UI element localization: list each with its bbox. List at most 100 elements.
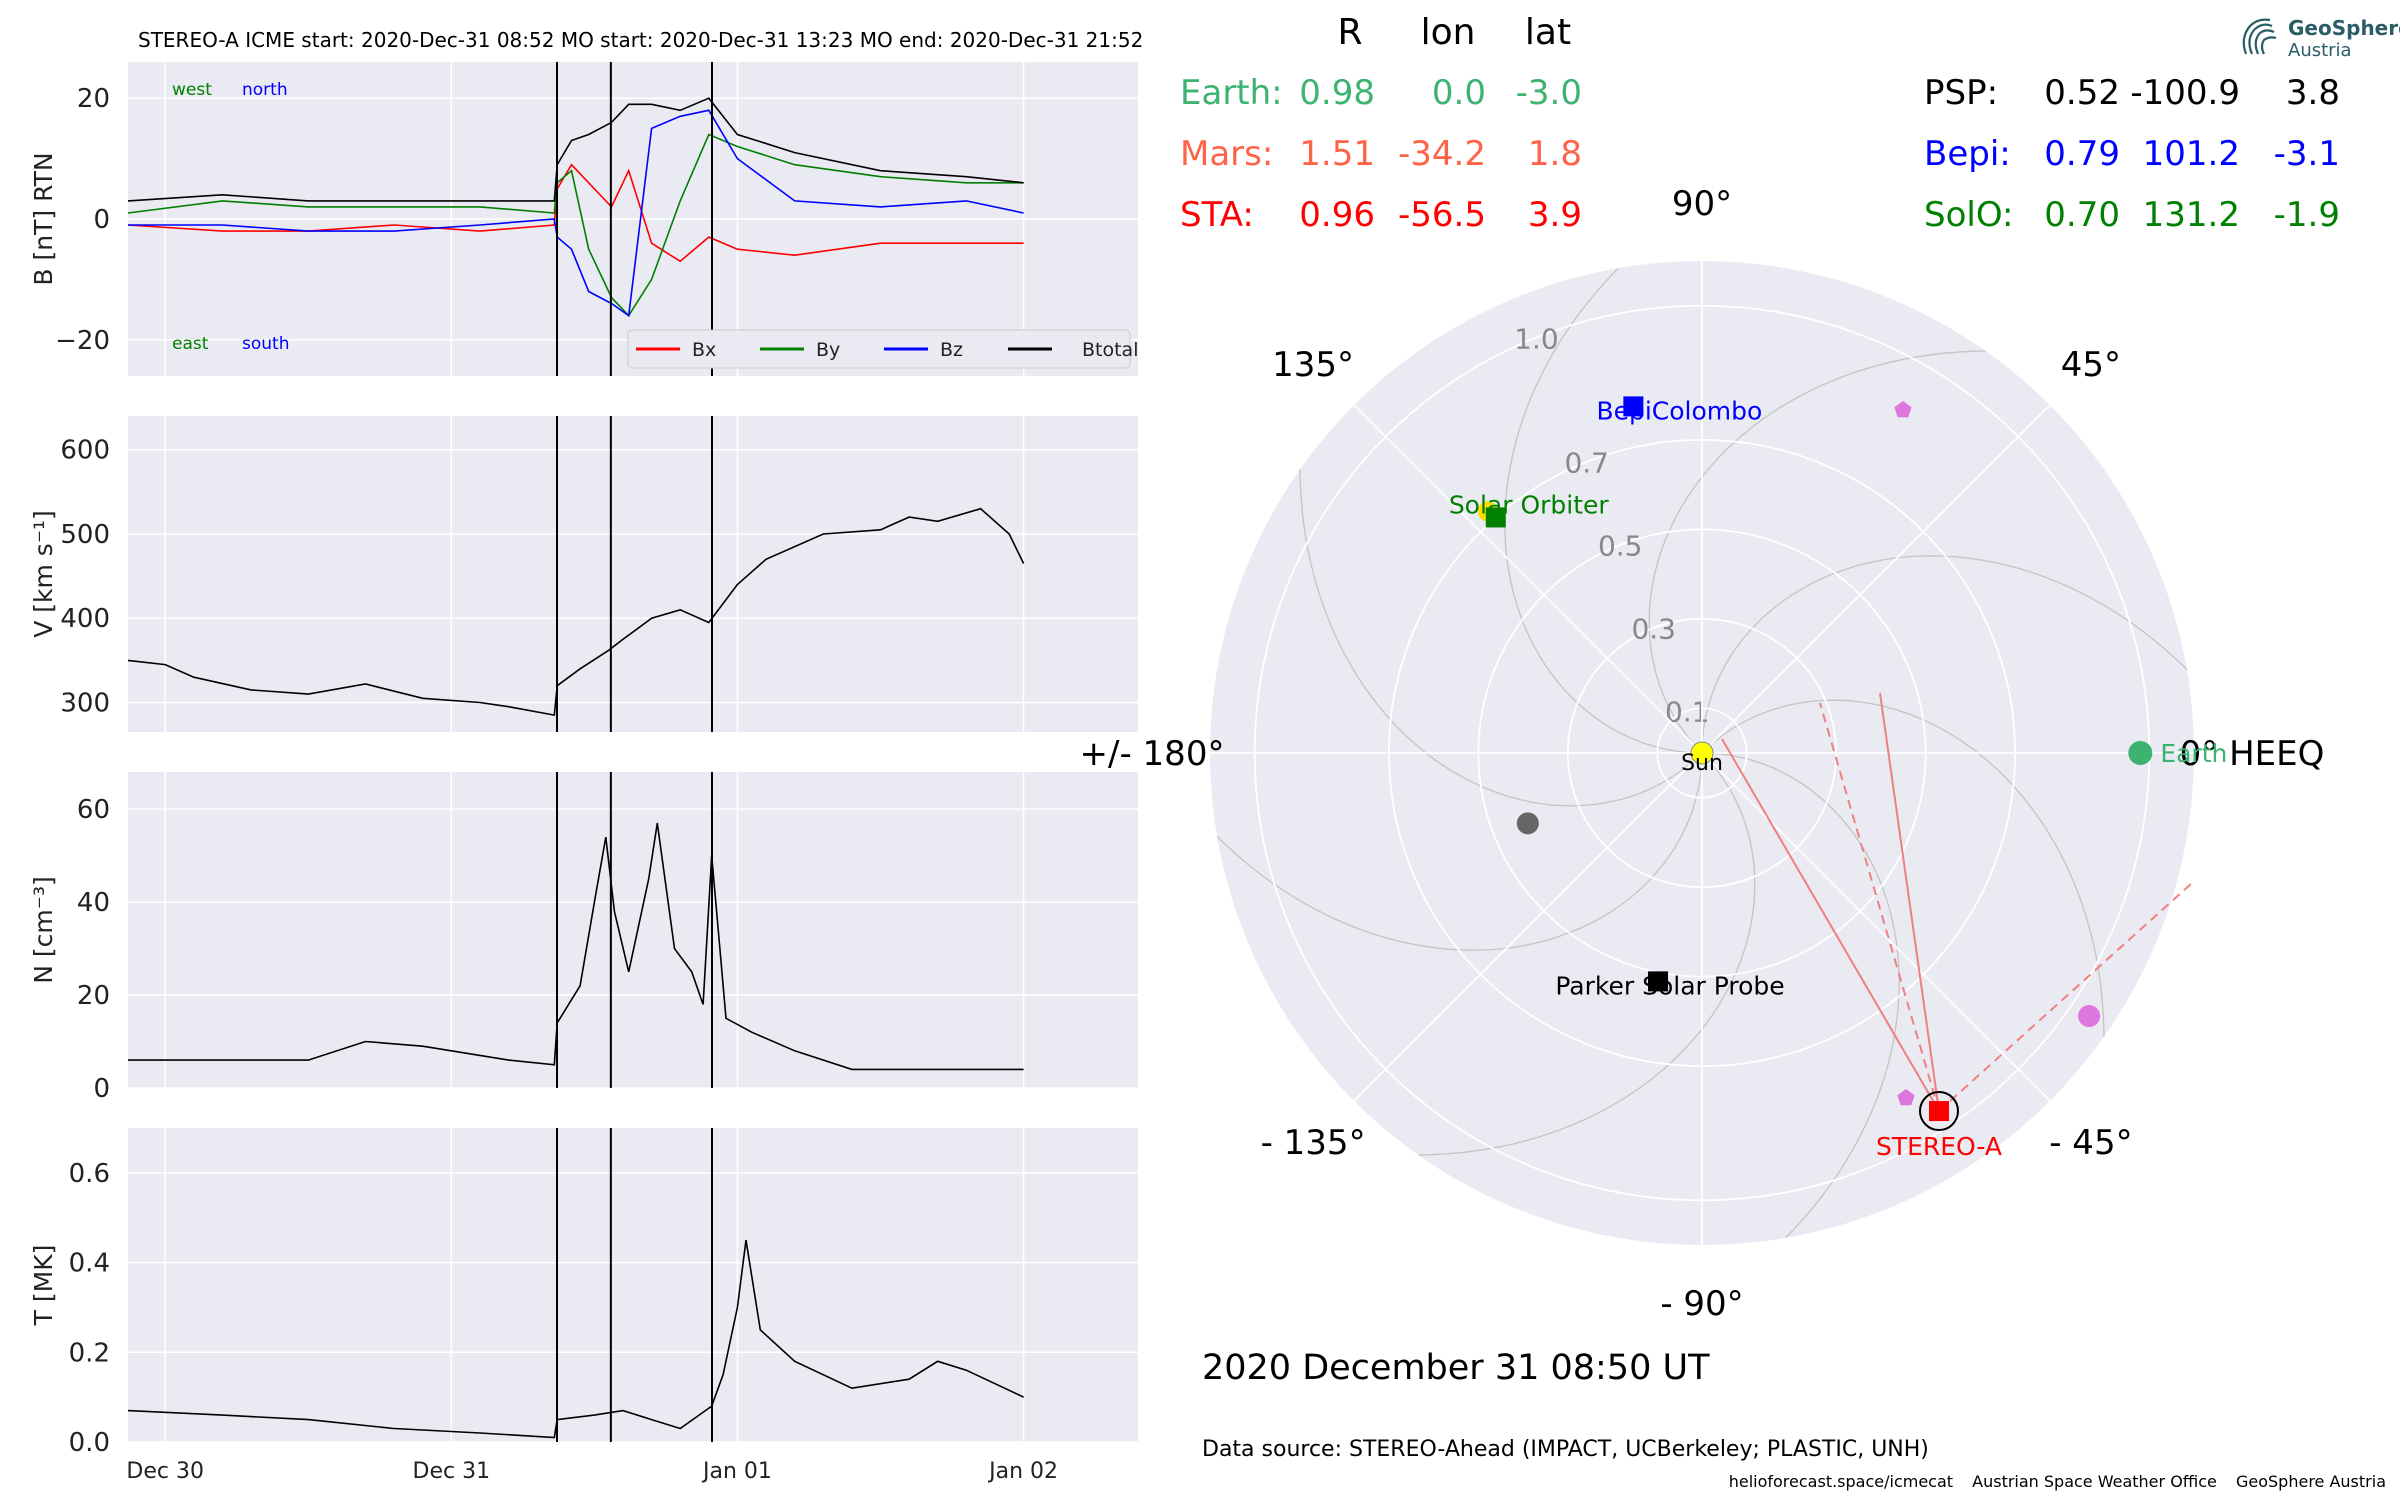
- table-r: 0.70: [2044, 195, 2120, 235]
- r-tick-label: 1.0: [1514, 322, 1559, 355]
- table-lon: -100.9: [2130, 73, 2240, 113]
- series-line-t: [127, 1239, 1024, 1439]
- table-r: 0.79: [2044, 134, 2120, 174]
- y-tick-label: 0.2: [69, 1338, 110, 1368]
- b-label-west: west: [172, 80, 212, 100]
- legend-label-btotal: Btotal: [1082, 339, 1138, 361]
- unlabeled-body-marker: [1516, 812, 1539, 835]
- table-lon: 101.2: [2143, 134, 2240, 174]
- angle-label: - 45°: [2049, 1123, 2132, 1163]
- sun-marker: [1690, 741, 1714, 765]
- table-lon: -34.2: [1398, 134, 1486, 174]
- footer-url: helioforecast.space/icmecat: [1728, 1472, 1954, 1491]
- table-lat: -3.0: [1516, 73, 1582, 113]
- r-tick-label: 0.5: [1598, 530, 1643, 563]
- panel-background: [128, 416, 1138, 732]
- r-tick-label: 0.3: [1631, 613, 1676, 646]
- logo-line-2: Austria: [2288, 40, 2352, 61]
- table-lat: -1.9: [2274, 195, 2340, 235]
- timeseries-panel-4: 0.0 0.2 0.4 0.6 T [MK]: [29, 1128, 1138, 1458]
- spiral-line: [1299, 469, 1703, 807]
- table-r: 0.52: [2044, 73, 2120, 113]
- logo-swirl-icon: [2242, 18, 2277, 55]
- y-tick-label: 0: [93, 1074, 110, 1104]
- b-legend: Bx By Bz Btotal: [627, 329, 1138, 369]
- b-label-east: east: [172, 334, 209, 354]
- y-tick-label: 40: [77, 888, 110, 918]
- sta-view-line: [1721, 738, 1940, 1112]
- earth-marker: [2128, 741, 2153, 765]
- table-lon: -56.5: [1398, 195, 1486, 235]
- table-row-label: Mars:: [1180, 134, 1273, 174]
- table-header: R: [1337, 12, 1362, 53]
- table-header: lat: [1525, 12, 1571, 53]
- footer-office: Austrian Space Weather Office: [1972, 1472, 2217, 1491]
- sta-view-dashed: [1938, 882, 2193, 1112]
- bepicolombo-label: BepiColombo: [1596, 396, 1762, 425]
- footer-agency: GeoSphere Austria: [2235, 1472, 2386, 1491]
- r-tick-label: 0.7: [1564, 447, 1609, 480]
- legend-label-bz: Bz: [940, 339, 963, 361]
- legend-label-bx: Bx: [692, 339, 716, 361]
- y-tick-label: 500: [60, 520, 110, 550]
- legend-label-by: By: [816, 339, 840, 361]
- parker-spirals: [1216, 267, 2188, 1239]
- table-r: 0.96: [1299, 195, 1375, 235]
- y-tick-label: −20: [55, 326, 110, 356]
- sta-view-line: [1879, 692, 1940, 1112]
- angle-spoke: [1353, 404, 1703, 754]
- table-header: lon: [1421, 12, 1476, 53]
- logo-line-1: GeoSphere: [2288, 16, 2400, 40]
- y-tick-label: 0: [93, 205, 110, 235]
- panel-background: [128, 1128, 1138, 1442]
- angle-label: 0° HEEQ: [2180, 734, 2325, 774]
- y-tick-label: 300: [60, 689, 110, 719]
- table-lon: 0.0: [1432, 73, 1486, 113]
- pentagon-marker: [1894, 401, 1912, 418]
- table-r: 0.98: [1299, 73, 1375, 113]
- timeseries-panel-3: 0 20 40 60 N [cm⁻³]: [29, 772, 1138, 1104]
- legend-box: [627, 329, 1131, 369]
- spiral-line: [1418, 752, 1756, 1156]
- angle-label: - 90°: [1660, 1284, 1743, 1324]
- table-lat: 3.8: [2286, 73, 2340, 113]
- solar-orbiter-label: Solar Orbiter: [1449, 490, 1610, 519]
- y-tick-label: 400: [60, 604, 110, 634]
- table-row-label: Earth:: [1180, 73, 1283, 113]
- sun-label: Sun: [1681, 751, 1723, 776]
- x-tick-label: Jan 02: [987, 1459, 1058, 1484]
- spiral-line: [1701, 699, 2105, 1037]
- y-axis-label: N [cm⁻³]: [29, 876, 58, 983]
- unlabeled-body-marker: [2078, 1005, 2101, 1028]
- x-tick-label: Jan 01: [701, 1459, 772, 1484]
- pentagon-marker: [1897, 1089, 1915, 1106]
- table-lat: -3.1: [2274, 134, 2340, 174]
- table-row-label: Bepi:: [1924, 134, 2011, 174]
- angle-label: 45°: [2061, 345, 2121, 385]
- timestamp-label: 2020 December 31 08:50 UT: [1202, 1348, 1710, 1388]
- angle-spoke: [1701, 404, 2051, 754]
- parker-solar-probe-label: Parker Solar Probe: [1555, 971, 1784, 1000]
- series-line-v: [127, 507, 1025, 717]
- spiral-line: [1648, 350, 1986, 754]
- b-label-north: north: [242, 80, 288, 100]
- angle-label: - 135°: [1261, 1123, 1366, 1163]
- panel-background: [128, 772, 1138, 1088]
- y-axis-label: T [MK]: [29, 1245, 58, 1327]
- figure-title: STEREO-A ICME start: 2020-Dec-31 08:52 M…: [138, 28, 1144, 52]
- table-row-label: SolO:: [1924, 195, 2013, 235]
- x-tick-label: Dec 31: [413, 1459, 491, 1484]
- spiral-line: [1701, 555, 2188, 754]
- x-tick-label: Dec 30: [126, 1459, 204, 1484]
- stereo-a-marker: [1928, 1101, 1949, 1122]
- y-axis-label: V [km s⁻¹]: [29, 510, 58, 638]
- spiral-line: [1216, 752, 1703, 951]
- spiral-line: [1504, 267, 1703, 754]
- y-tick-label: 20: [77, 84, 110, 114]
- angle-spoke: [1701, 752, 2051, 1102]
- y-tick-label: 60: [77, 795, 110, 825]
- y-tick-label: 0.4: [69, 1249, 110, 1279]
